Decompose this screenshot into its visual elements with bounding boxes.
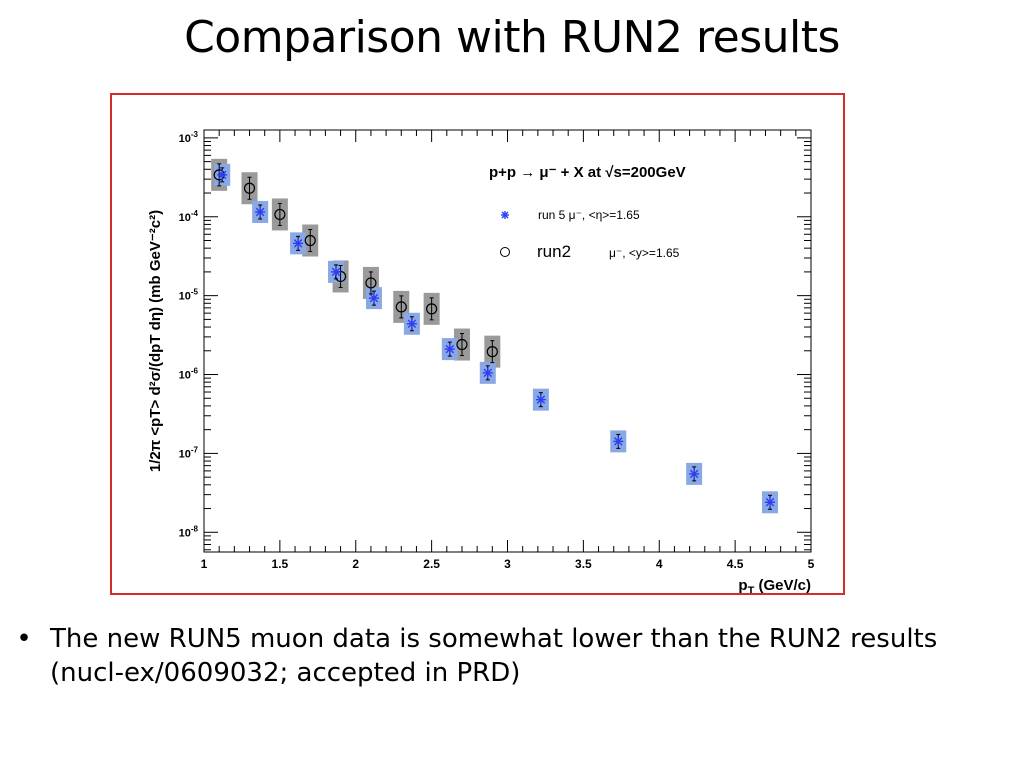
x-tick-label: 4: [656, 557, 663, 571]
y-tick-label: 10-3: [179, 130, 199, 145]
star-marker: [689, 468, 700, 479]
run2-point: [486, 346, 498, 358]
run2-point: [426, 303, 438, 315]
run2-point: [274, 208, 286, 221]
y-tick-label: 10-8: [179, 524, 199, 539]
chart-frame: 10-3 10-4 10-5 10-6 10-7 10-8 1 1.5 2 2.5 3 3.5 4 4.…: [110, 93, 845, 595]
star-marker: [255, 206, 266, 217]
x-tick-label: 1.5: [272, 557, 289, 571]
run2-point: [243, 182, 256, 194]
legend-label-run2: run2: [537, 242, 571, 261]
plot-area: [203, 129, 812, 553]
run2-point: [304, 234, 316, 247]
star-marker: [406, 318, 417, 329]
x-tick-label: 1: [201, 557, 208, 571]
star-marker: [765, 497, 776, 508]
x-tick-label: 4.5: [727, 557, 744, 571]
star-marker: [482, 367, 493, 378]
run2-point: [395, 301, 407, 313]
star-marker: [501, 211, 509, 219]
star-marker: [613, 436, 624, 447]
y-tick-label: 10-5: [179, 288, 199, 303]
chart-header: p+p → μ⁻ + X at √s=200GeV: [489, 164, 686, 181]
legend-label-run5: run 5 μ⁻, <η>=1.65: [538, 208, 640, 222]
bullet-text: The new RUN5 muon data is somewhat lower…: [50, 624, 938, 688]
x-tick-label: 2: [352, 557, 359, 571]
y-tick-label: 10-6: [179, 367, 199, 382]
star-marker: [331, 266, 342, 277]
x-tick-label: 2.5: [423, 557, 440, 571]
y-tick-label: 10-4: [179, 209, 199, 224]
y-tick-label: 10-7: [179, 445, 199, 460]
x-tick-label: 3.5: [575, 557, 592, 571]
star-marker: [293, 238, 304, 249]
x-tick-label: 5: [808, 557, 815, 571]
run2-point: [456, 338, 468, 351]
x-tick-label: 3: [504, 557, 511, 571]
slide-title: Comparison with RUN2 results: [184, 12, 840, 63]
x-axis-label: pT (GeV/c): [738, 577, 811, 593]
y-axis-label: 1/2π <pT> d²σ/(dpT dη) (mb GeV⁻²c²): [147, 210, 164, 472]
cross-section-chart: 10-3 10-4 10-5 10-6 10-7 10-8 1 1.5 2 2.5 3 3.5 4 4.…: [147, 129, 815, 593]
star-marker: [217, 169, 228, 180]
legend-marker-run2: [500, 247, 510, 257]
star-marker: [444, 344, 455, 355]
star-marker: [535, 394, 546, 405]
legend-label-run2-detail: μ⁻, <y>=1.65: [609, 246, 680, 260]
run2-point: [365, 277, 377, 289]
bullet-marker: •: [16, 624, 32, 654]
star-marker: [368, 293, 379, 304]
